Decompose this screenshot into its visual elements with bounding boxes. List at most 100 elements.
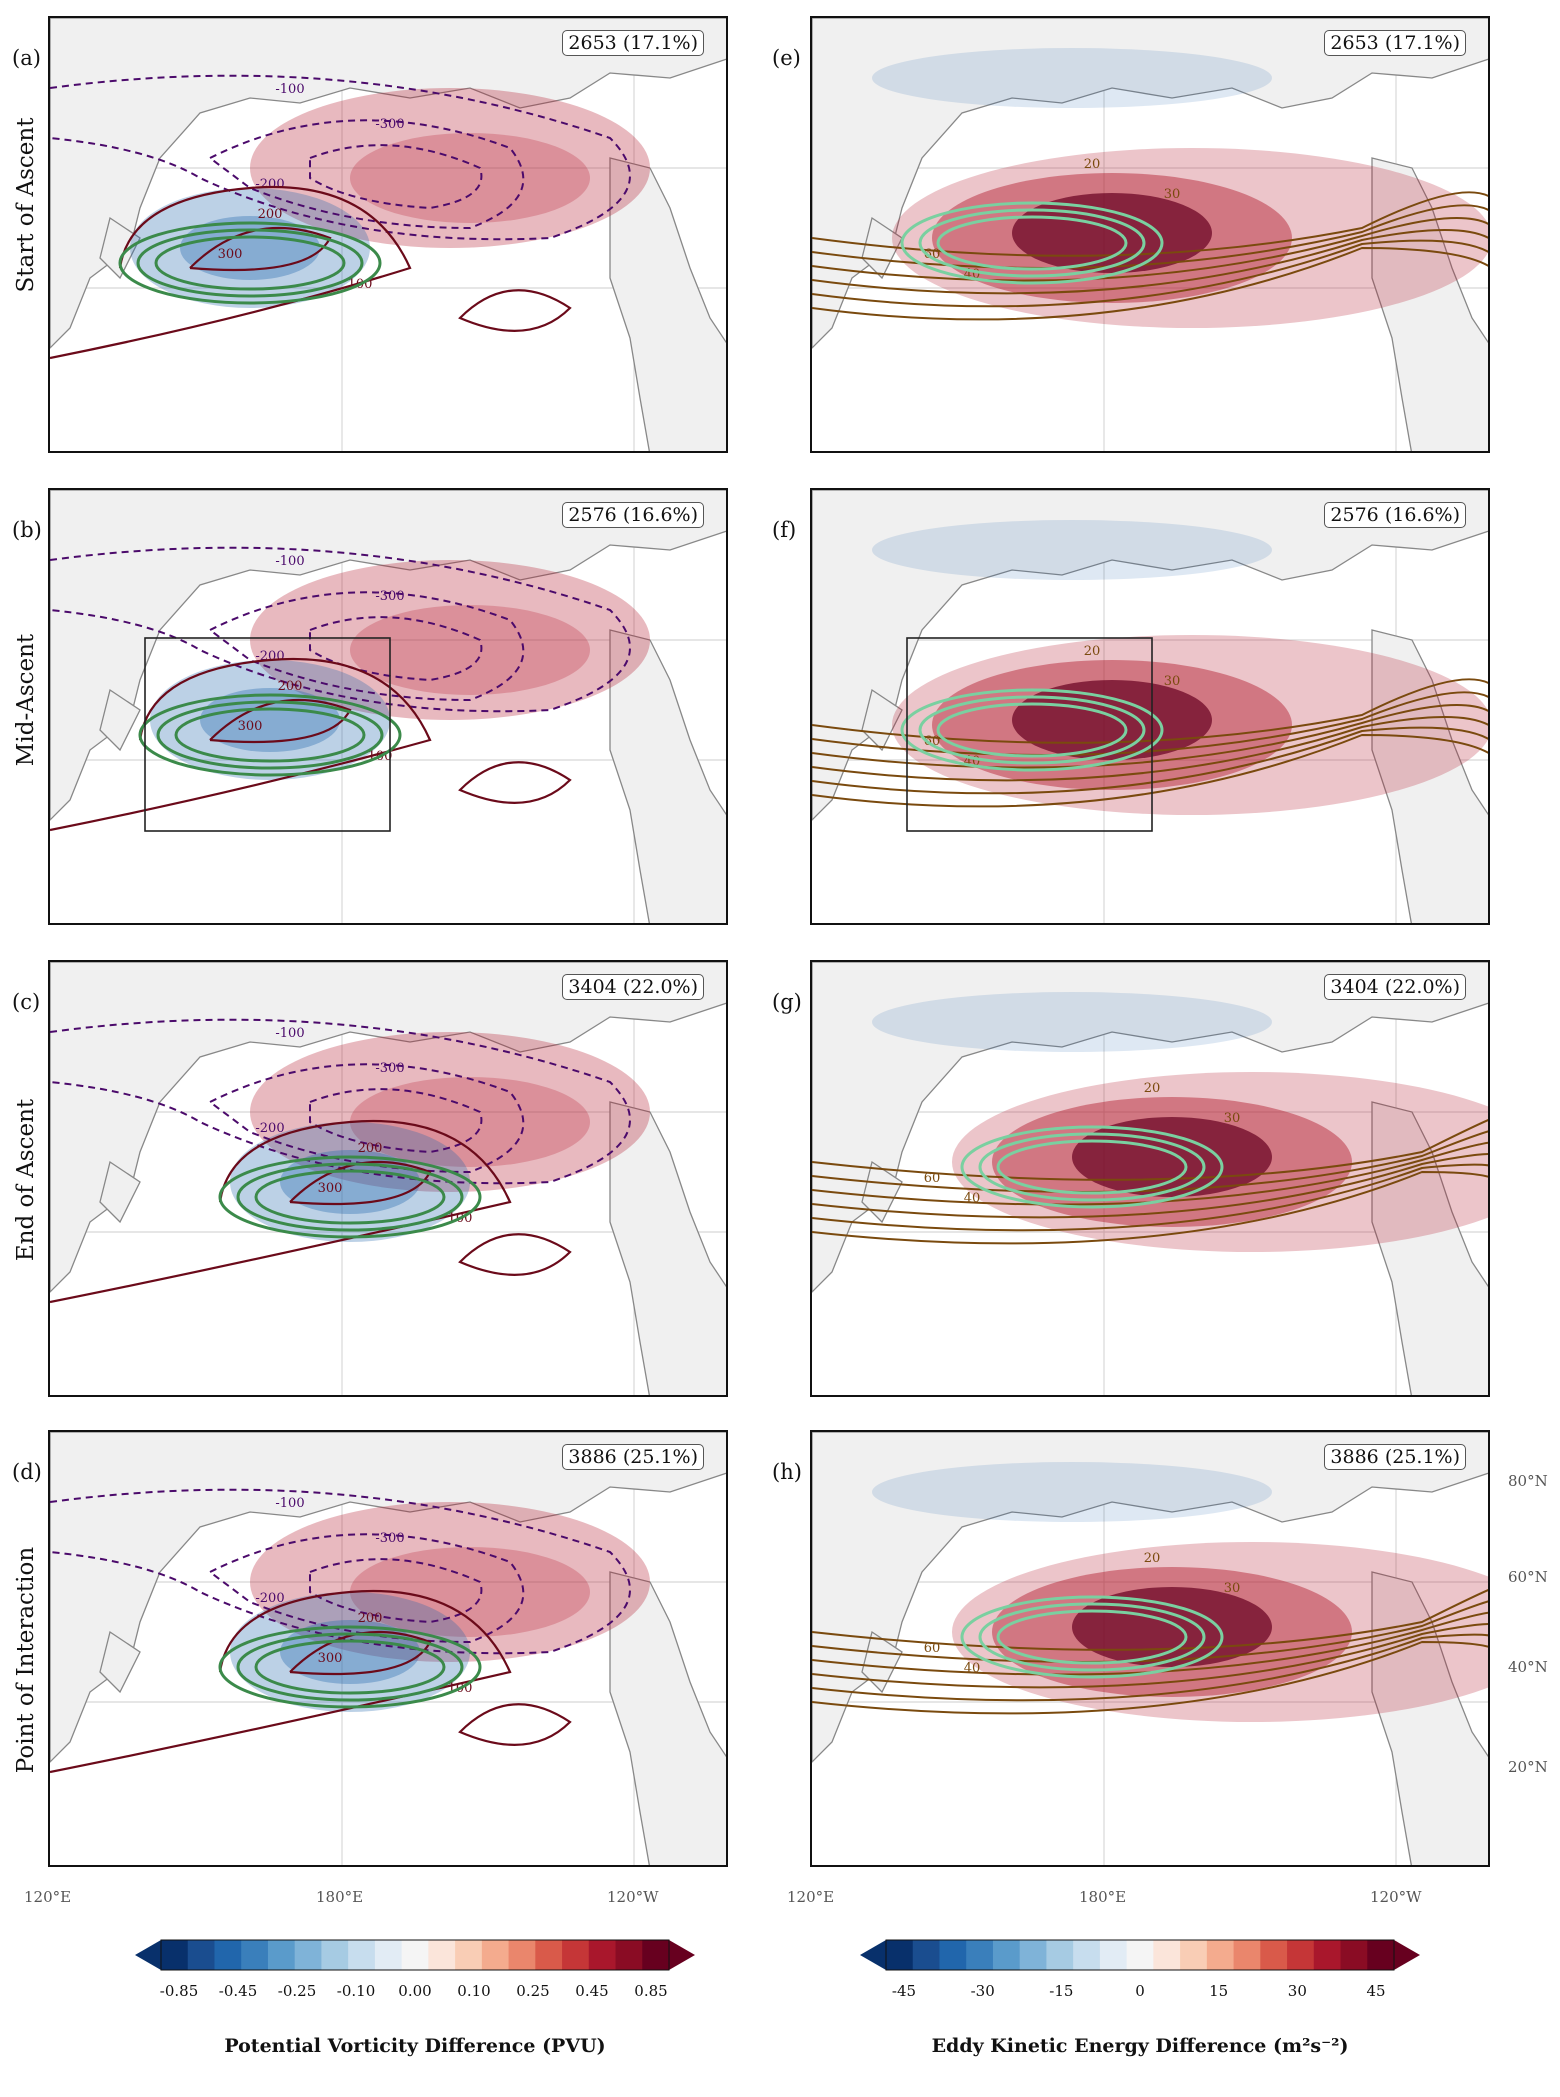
contour-label-200: 200 — [258, 207, 283, 222]
eke-negative-anomaly — [872, 992, 1272, 1052]
colorbar-tick-label: 45 — [1366, 1982, 1386, 2000]
pv-positive-anomaly — [250, 88, 650, 248]
eke-label-30: 30 — [1224, 1111, 1241, 1126]
solid-contour-100 — [50, 1120, 512, 1304]
row-label-4: Point of Interaction — [13, 1546, 39, 1774]
colorbar-tick-label: 0.85 — [634, 1982, 668, 2000]
contour-label-neg100: -100 — [275, 1496, 304, 1511]
colorbar-segment — [1313, 1940, 1342, 1970]
eke-label-30: 30 — [1164, 187, 1181, 202]
colorbar-eke — [860, 1939, 1420, 1971]
land-region — [861, 1160, 903, 1224]
pv-positive-core — [350, 1077, 590, 1167]
green-contour — [218, 1155, 482, 1239]
pv-positive-core — [350, 1547, 590, 1637]
contour-label-200: 200 — [358, 1141, 383, 1156]
green-contour — [978, 1602, 1206, 1672]
land-region — [99, 688, 141, 752]
eke-contour — [812, 1141, 1488, 1206]
pv-positive-anomaly — [250, 1032, 650, 1192]
panel-letter: (h) — [772, 1460, 802, 1484]
colorbar-segment — [1340, 1940, 1368, 1970]
solid-contour-200 — [209, 698, 352, 744]
dashed-contour-100 — [50, 74, 631, 241]
colorbar-tick-label: -15 — [1049, 1982, 1074, 2000]
colorbar-segment — [886, 1940, 914, 1970]
eke-contour — [812, 1640, 1488, 1715]
colorbar-segment — [588, 1940, 617, 1970]
colorbar-segment — [1367, 1940, 1395, 1970]
colorbar-segment — [481, 1940, 510, 1970]
green-contour — [218, 1625, 482, 1709]
eke-label-20: 20 — [1144, 1081, 1161, 1096]
contour-label-neg100: -100 — [275, 554, 304, 569]
eke-contour — [812, 1589, 1488, 1651]
focus-box — [906, 637, 1153, 832]
green-contour — [960, 1125, 1224, 1209]
eke-label-20: 20 — [1084, 157, 1101, 172]
solid-contour-200 — [289, 1160, 432, 1206]
colorbar-segment — [1153, 1940, 1181, 1970]
land-region — [99, 216, 141, 280]
map-panel-right-1: 60 40 20 30 2653 (17.1%) — [810, 16, 1490, 453]
eke-contour — [812, 239, 1488, 308]
contour-label-300: 300 — [218, 247, 243, 262]
lon-label-right-120w: 120°W — [1370, 1888, 1422, 1906]
land-region — [1371, 157, 1488, 451]
colorbar-tick-label: -0.10 — [336, 1982, 376, 2000]
eke-contour — [812, 716, 1488, 782]
colorbar-eke-title: Eddy Kinetic Energy Difference (m²s⁻²) — [931, 2035, 1349, 2057]
contour-label-neg200: -200 — [255, 1591, 284, 1606]
row-label-3: End of Ascent — [13, 1098, 39, 1262]
eke-contour — [812, 229, 1488, 295]
eke-contour — [812, 1170, 1488, 1245]
colorbar-segment — [241, 1940, 269, 1970]
colorbar-frame — [885, 1939, 1395, 1971]
eke-contour — [812, 246, 1488, 321]
map-panel-left-4: -100 -300 -200 200 300 100 3886 (25.1%) — [48, 1430, 728, 1867]
eke-label-30: 30 — [1164, 674, 1181, 689]
count-box: 2576 (16.6%) — [1324, 502, 1466, 528]
map-panel-left-1: -100 -300 -200 200 300 100 2653 (17.1%) — [48, 16, 728, 453]
eke-contour — [812, 217, 1488, 282]
colorbar-segment — [562, 1940, 590, 1970]
eke-contour — [812, 1600, 1488, 1663]
lon-label-right-120e: 120°E — [787, 1888, 835, 1906]
panel-letter: (d) — [12, 1460, 42, 1484]
eke-contour — [812, 1611, 1488, 1676]
lat-label-60n: 60°N — [1508, 1568, 1548, 1586]
land-region — [99, 1160, 141, 1224]
row-label-2: Mid-Ascent — [13, 633, 39, 767]
solid-contour-200 — [189, 226, 332, 272]
colorbar-segment — [187, 1940, 215, 1970]
dashed-contour-200 — [208, 119, 525, 230]
colorbar-segment — [1180, 1940, 1208, 1970]
eke-contour — [812, 678, 1488, 744]
contour-label-neg300: -300 — [375, 1061, 404, 1076]
solid-contour-100-b — [458, 1703, 572, 1746]
colorbar-tick-label: 0.45 — [575, 1982, 609, 2000]
pv-negative-anomaly — [150, 660, 390, 780]
count-box: 3886 (25.1%) — [562, 1444, 704, 1470]
count-box: 3404 (22.0%) — [1324, 974, 1466, 1000]
land-region — [1371, 629, 1488, 923]
map-panel-right-2: 60 40 20 30 2576 (16.6%) — [810, 488, 1490, 925]
colorbar-segment — [912, 1940, 940, 1970]
solid-contour-100-b — [458, 1233, 572, 1276]
pv-positive-core — [350, 133, 590, 223]
eke-label-30: 30 — [1224, 1581, 1241, 1596]
eke-label-60: 60 — [924, 247, 941, 262]
solid-contour-100 — [50, 658, 432, 832]
green-contour — [254, 1639, 446, 1695]
green-contour — [900, 688, 1164, 772]
green-contour — [174, 707, 366, 763]
land-region — [812, 18, 1488, 349]
eke-negative-anomaly — [872, 520, 1272, 580]
pv-negative-anomaly — [230, 1122, 470, 1242]
focus-box — [144, 637, 391, 832]
colorbar-segment — [455, 1940, 483, 1970]
